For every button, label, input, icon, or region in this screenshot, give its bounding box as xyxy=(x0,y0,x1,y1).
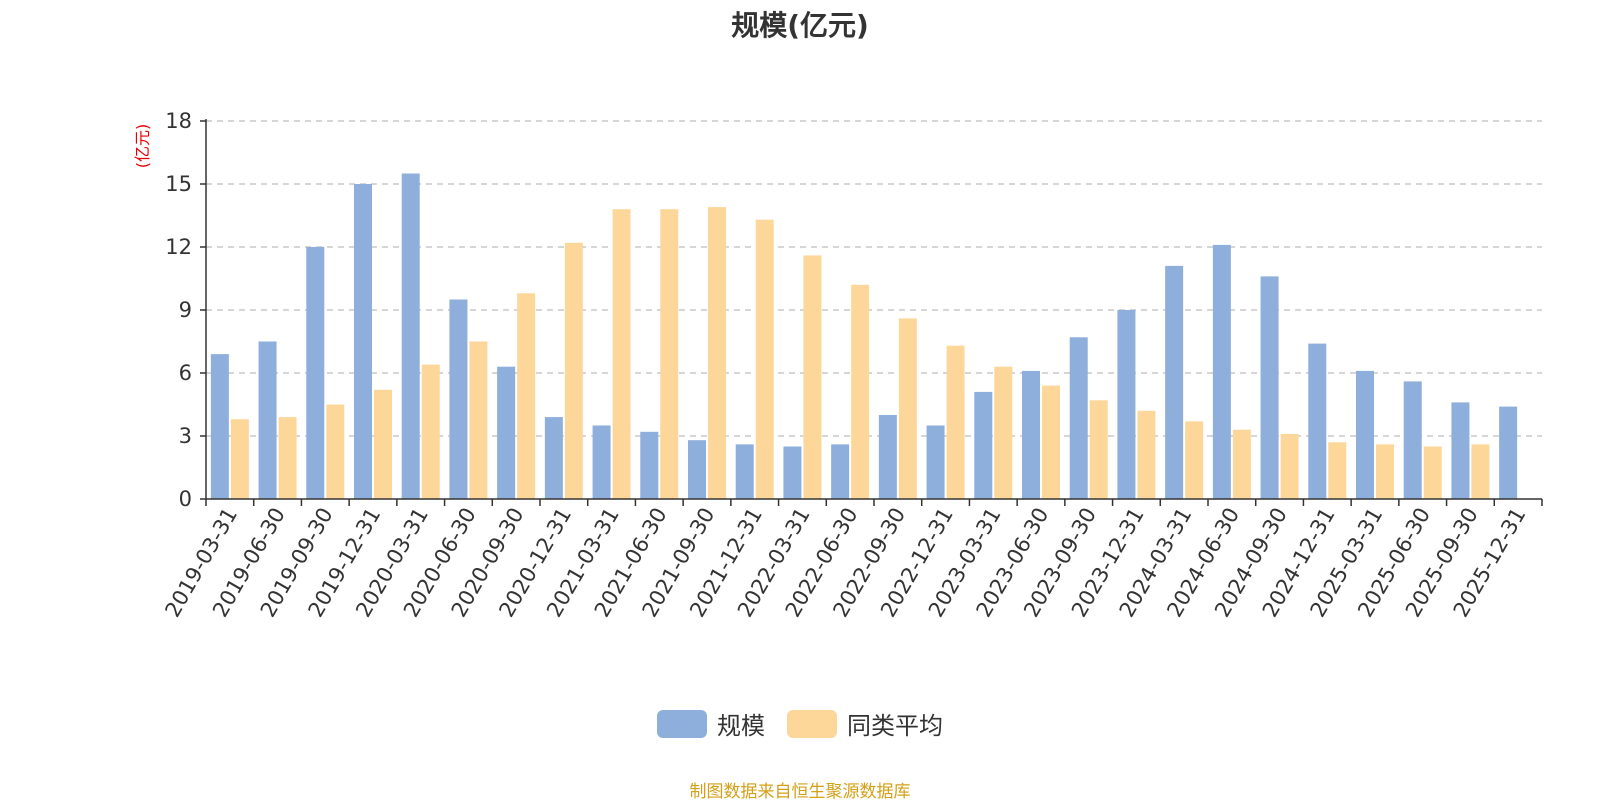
legend-item-scale[interactable]: 规模 xyxy=(657,706,765,741)
bar-peer-average[interactable] xyxy=(469,341,488,500)
y-tick-label: 9 xyxy=(179,298,192,322)
y-tick-label: 3 xyxy=(179,424,192,448)
source-note: 制图数据来自恒生聚源数据库 xyxy=(689,782,911,802)
bar-peer-average[interactable] xyxy=(1185,421,1204,499)
y-tick-label: 15 xyxy=(165,172,192,196)
bar-scale[interactable] xyxy=(497,366,516,499)
bar-peer-average[interactable] xyxy=(374,389,392,499)
bar-scale[interactable] xyxy=(1403,381,1422,499)
bar-scale[interactable] xyxy=(1117,310,1136,499)
bars xyxy=(210,173,1518,500)
y-tick-label: 0 xyxy=(179,487,192,511)
y-tick-label: 6 xyxy=(179,361,192,385)
legend-swatch-scale xyxy=(657,709,707,738)
bar-peer-average[interactable] xyxy=(230,419,249,499)
bar-scale[interactable] xyxy=(1022,370,1040,499)
bar-scale[interactable] xyxy=(1212,244,1231,499)
bar-scale[interactable] xyxy=(688,440,706,499)
bar-scale[interactable] xyxy=(306,247,325,499)
bar-peer-average[interactable] xyxy=(517,293,536,499)
bar-scale[interactable] xyxy=(783,446,802,500)
bar-peer-average[interactable] xyxy=(708,207,726,499)
bar-scale[interactable] xyxy=(1260,276,1279,499)
bar-peer-average[interactable] xyxy=(660,209,679,499)
bar-peer-average[interactable] xyxy=(994,366,1013,499)
legend-label-scale: 规模 xyxy=(717,712,765,740)
bar-scale[interactable] xyxy=(1069,337,1088,499)
bar-scale[interactable] xyxy=(258,341,277,500)
bar-peer-average[interactable] xyxy=(1232,429,1251,499)
bar-scale[interactable] xyxy=(449,299,468,500)
bar-peer-average[interactable] xyxy=(851,284,870,499)
bar-peer-average[interactable] xyxy=(1328,442,1347,499)
bar-scale[interactable] xyxy=(831,444,850,499)
bar-peer-average[interactable] xyxy=(326,404,345,500)
bar-scale[interactable] xyxy=(878,415,897,499)
bar-scale[interactable] xyxy=(1356,370,1374,499)
bar-scale[interactable] xyxy=(926,425,945,500)
bar-peer-average[interactable] xyxy=(1137,410,1156,499)
bar-scale[interactable] xyxy=(1165,265,1184,499)
bar-peer-average[interactable] xyxy=(946,345,965,499)
bar-scale[interactable] xyxy=(592,425,611,500)
y-tick-label: 12 xyxy=(165,235,192,259)
bar-scale[interactable] xyxy=(974,391,993,499)
bar-peer-average[interactable] xyxy=(1423,446,1442,500)
bar-peer-average[interactable] xyxy=(803,255,822,499)
bar-peer-average[interactable] xyxy=(421,364,440,499)
bar-scale[interactable] xyxy=(210,354,229,499)
bar-peer-average[interactable] xyxy=(1089,400,1108,499)
bar-peer-average[interactable] xyxy=(1280,433,1299,499)
bar-peer-average[interactable] xyxy=(1471,444,1490,499)
bar-scale[interactable] xyxy=(640,431,659,499)
bar-scale[interactable] xyxy=(354,184,372,499)
bar-peer-average[interactable] xyxy=(612,209,631,499)
y-axis-unit-label: (亿元) xyxy=(133,124,152,169)
bar-scale[interactable] xyxy=(1451,402,1470,499)
bar-peer-average[interactable] xyxy=(278,417,297,499)
legend-swatch-peer-average xyxy=(787,709,837,738)
bar-peer-average[interactable] xyxy=(564,242,583,500)
bar-peer-average[interactable] xyxy=(1042,385,1060,499)
bar-scale[interactable] xyxy=(735,444,754,499)
bar-scale[interactable] xyxy=(1499,406,1518,499)
bar-peer-average[interactable] xyxy=(1376,444,1394,499)
bar-peer-average[interactable] xyxy=(755,219,774,499)
bar-scale[interactable] xyxy=(401,173,420,500)
legend-item-peer-average[interactable]: 同类平均 xyxy=(787,706,943,741)
bar-scale[interactable] xyxy=(1308,343,1327,499)
legend: 规模 同类平均 xyxy=(0,706,1600,741)
chart-title: 规模(亿元) xyxy=(731,9,869,42)
bar-chart: 03691215182019-03-312019-06-302019-09-30… xyxy=(133,109,1543,621)
bar-scale[interactable] xyxy=(544,417,563,499)
legend-label-peer-average: 同类平均 xyxy=(847,712,943,740)
y-tick-label: 18 xyxy=(165,109,192,133)
bar-peer-average[interactable] xyxy=(898,318,917,499)
